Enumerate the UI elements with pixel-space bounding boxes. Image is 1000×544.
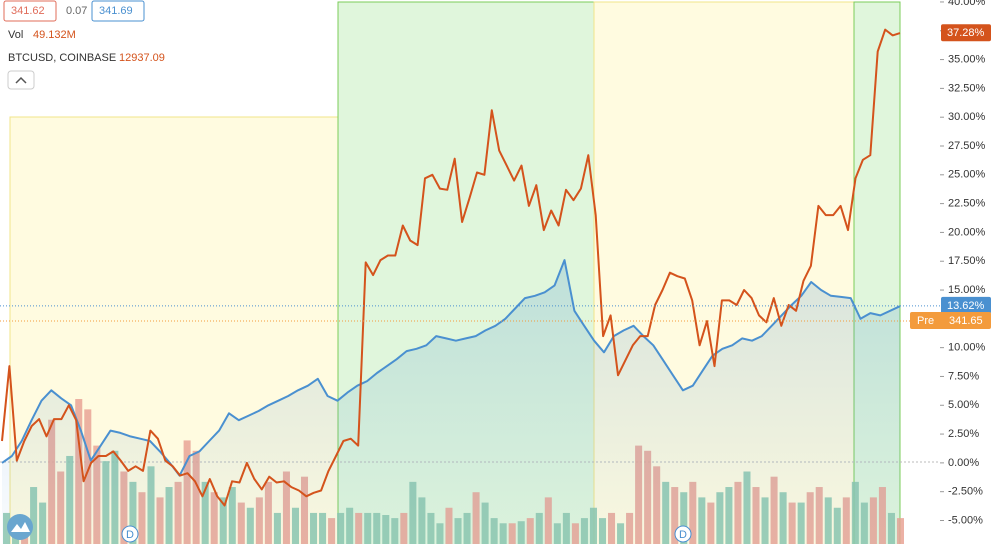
y-tick-label: 20.00% [948, 226, 986, 238]
line [1, 28, 901, 507]
logo-circle [7, 514, 33, 540]
last-value-tag [941, 296, 991, 314]
area [2, 260, 900, 544]
y-tick-label: 17.50% [948, 255, 986, 267]
open-box [3, 0, 57, 22]
y-tick-label: 0.00% [948, 457, 979, 469]
pre-price: 341.65 [949, 315, 983, 327]
vol-label: Vol [8, 29, 23, 41]
collapse-button[interactable] [7, 70, 35, 90]
session-marker-label: D [126, 529, 134, 541]
open: 341.62 [11, 5, 45, 17]
close: 341.69 [99, 5, 133, 17]
line [1, 259, 901, 477]
session-marker-label: D [679, 529, 687, 541]
change: 0.07 [66, 5, 87, 17]
y-tick-label: 32.50% [948, 82, 986, 94]
y-tick-label: 5.00% [948, 399, 979, 411]
logo-mark [11, 522, 30, 532]
y-tick-label: 35.00% [948, 53, 986, 65]
y-tick-label: 22.50% [948, 198, 986, 210]
close-box [91, 0, 145, 22]
collapse-icon [15, 76, 27, 84]
volume-bar [896, 518, 904, 544]
y-tick-label: 2.50% [948, 428, 979, 440]
pre-label: Pre [917, 315, 934, 327]
last-value-tag [941, 24, 991, 42]
y-tick-label: 7.50% [948, 370, 979, 382]
last-value-label: 37.28% [947, 27, 985, 39]
vol-value: 49.132M [33, 29, 76, 41]
y-tick-label: 27.50% [948, 140, 986, 152]
symbol-value: 12937.09 [119, 52, 165, 64]
last-value-label: 13.62% [947, 300, 985, 312]
pre-tag [910, 312, 991, 329]
y-tick-label: 10.00% [948, 342, 986, 354]
session-marker [674, 525, 692, 543]
y-tick-label: 25.00% [948, 169, 986, 181]
legend: 341.62 0.07 341.69 Vol 49.132M BTCUSD, C… [3, 0, 165, 90]
symbol: BTCUSD, COINBASE [8, 52, 116, 64]
y-tick-label: 15.00% [948, 284, 986, 296]
y-tick-label: 40.00% [948, 0, 986, 8]
session-marker [121, 525, 139, 543]
y-tick-label: 30.00% [948, 111, 986, 123]
y-tick-label: -2.50% [948, 486, 983, 498]
y-tick-label: -5.00% [948, 514, 983, 526]
logo [7, 514, 33, 540]
